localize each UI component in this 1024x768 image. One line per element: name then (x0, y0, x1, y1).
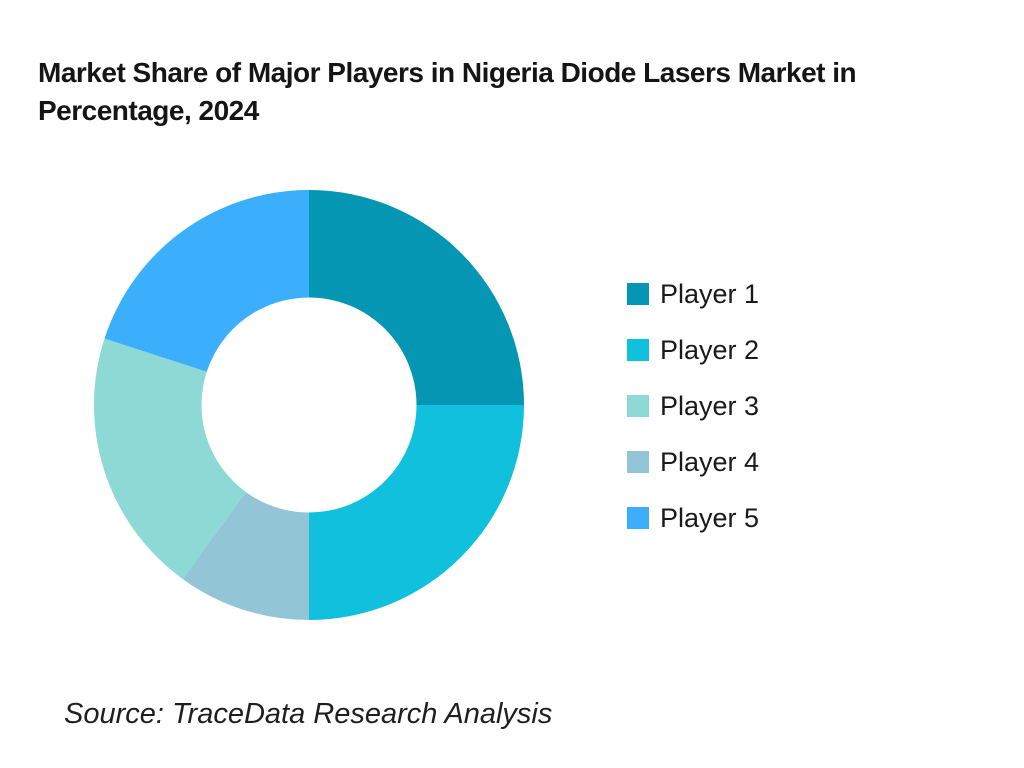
legend-label-player-2: Player 2 (660, 335, 760, 365)
legend-swatch-player-2 (627, 339, 649, 361)
chart-title: Market Share of Major Players in Nigeria… (38, 54, 988, 130)
donut-chart (94, 190, 524, 620)
donut-slice-player-5 (104, 190, 309, 372)
source-text: Source: TraceData Research Analysis (64, 698, 553, 730)
chart-legend: Player 1 Player 2 Player 3 Player 4 Play… (627, 279, 760, 533)
legend-swatch-player-3 (627, 395, 649, 417)
legend-label-player-4: Player 4 (660, 447, 760, 477)
legend-item-player-3: Player 3 (627, 391, 760, 421)
donut-slice-player-4 (182, 491, 309, 620)
chart-title-line-1: Market Share of Major Players in Nigeria… (38, 57, 857, 88)
legend-label-player-5: Player 5 (660, 503, 760, 533)
legend-item-player-4: Player 4 (627, 447, 760, 477)
donut-slice-player-3 (94, 338, 246, 579)
legend-label-player-1: Player 1 (660, 279, 760, 309)
chart-title-line-2: Percentage, 2024 (38, 95, 259, 126)
legend-item-player-5: Player 5 (627, 503, 760, 533)
legend-label-player-3: Player 3 (660, 391, 760, 421)
legend-swatch-player-5 (627, 507, 649, 529)
legend-item-player-2: Player 2 (627, 335, 760, 365)
donut-slice-player-2 (309, 405, 524, 620)
legend-swatch-player-4 (627, 451, 649, 473)
legend-swatch-player-1 (627, 283, 649, 305)
legend-item-player-1: Player 1 (627, 279, 760, 309)
donut-slice-player-1 (309, 190, 524, 405)
